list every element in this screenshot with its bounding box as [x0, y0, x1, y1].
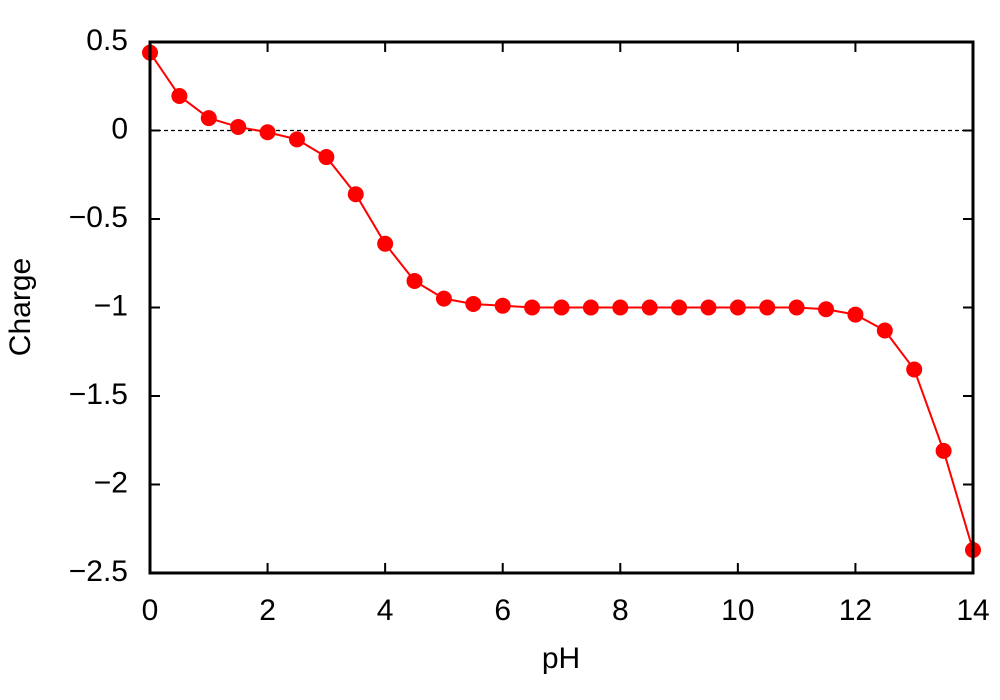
data-point — [494, 297, 511, 314]
data-point — [818, 301, 835, 318]
data-point — [318, 149, 335, 166]
data-point — [876, 322, 893, 339]
x-tick-label: 2 — [259, 594, 276, 627]
data-point — [435, 290, 452, 307]
y-tick-label: −2.5 — [69, 555, 128, 588]
y-tick-label: 0 — [111, 112, 128, 145]
data-point — [406, 272, 423, 289]
data-point — [200, 110, 217, 127]
plot-frame — [148, 40, 975, 575]
data-point — [788, 299, 805, 316]
x-tick-label: 4 — [377, 594, 394, 627]
data-point — [524, 299, 541, 316]
x-tick-label: 10 — [721, 594, 754, 627]
y-tick-label: −2 — [94, 466, 128, 499]
data-point — [847, 306, 864, 323]
data-point — [465, 295, 482, 312]
y-tick-label: −1.5 — [69, 378, 128, 411]
x-tick-label: 12 — [839, 594, 872, 627]
data-point — [935, 442, 952, 459]
data-point — [671, 299, 688, 316]
x-tick-label: 14 — [956, 594, 989, 627]
data-point — [582, 299, 599, 316]
x-axis-label: pH — [542, 642, 580, 675]
data-point — [906, 361, 923, 378]
data-point — [230, 118, 247, 135]
y-tick-label: −0.5 — [69, 201, 128, 234]
x-tick-label: 6 — [494, 594, 511, 627]
data-point — [288, 131, 305, 148]
y-axis-label: Charge — [4, 258, 37, 356]
data-point — [759, 299, 776, 316]
data-point — [377, 235, 394, 252]
x-tick-label: 0 — [142, 594, 159, 627]
y-tick-label: 0.5 — [86, 24, 128, 57]
data-point — [259, 124, 276, 141]
data-point — [171, 87, 188, 104]
data-point — [641, 299, 658, 316]
data-point — [553, 299, 570, 316]
data-point — [612, 299, 629, 316]
y-tick-label: −1 — [94, 289, 128, 322]
data-point — [729, 299, 746, 316]
x-tick-label: 8 — [612, 594, 629, 627]
data-point — [347, 186, 364, 203]
data-point — [700, 299, 717, 316]
